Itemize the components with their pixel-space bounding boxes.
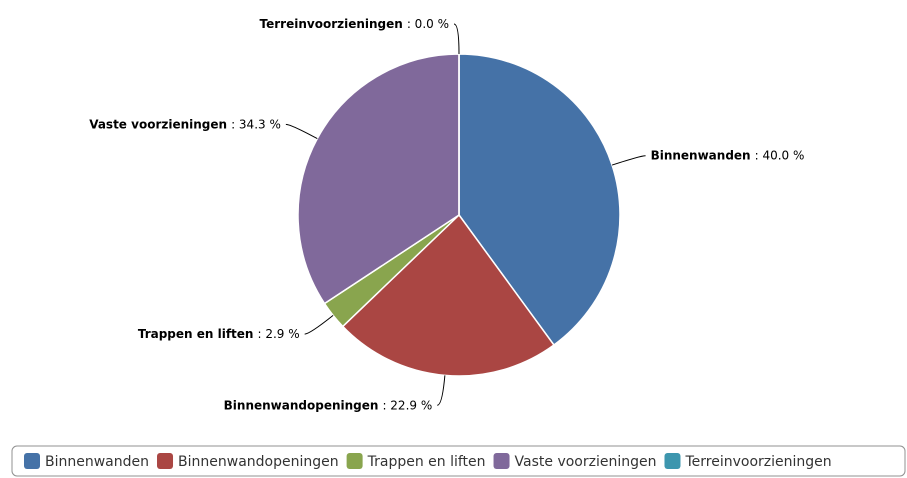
legend-swatch (24, 453, 40, 469)
pie-slice (297, 53, 460, 305)
legend-swatch (346, 453, 363, 469)
label-name: Terreinvoorzieningen (260, 17, 403, 31)
data-label: Binnenwanden : 40.0 % (651, 148, 805, 162)
legend-swatch (664, 453, 681, 469)
legend-label: Terreinvoorzieningen (684, 454, 831, 470)
label-value: : 22.9 % (382, 398, 432, 412)
connector (453, 23, 460, 55)
label-name: Binnenwandopeningen (224, 398, 379, 412)
data-label: Terreinvoorzieningen : 0.0 % (260, 17, 449, 31)
legend-swatch (157, 453, 174, 469)
connector (285, 123, 318, 140)
legend-label: Binnenwanden (45, 454, 149, 470)
data-label: Binnenwandopeningen: 22.9 % (224, 398, 433, 412)
legend-label: Binnenwandopeningen (178, 454, 339, 470)
legend-box (11, 445, 906, 477)
label-name: Vaste voorzieningen (89, 117, 227, 131)
legend-swatch (493, 453, 510, 469)
label-value: : 34.3 % (231, 117, 281, 131)
connector (437, 375, 446, 406)
pie-slice (341, 213, 556, 377)
label-name: Trappen en liften (138, 327, 254, 341)
legend-label: Trappen en liften (367, 454, 486, 470)
pie-slice (458, 53, 621, 347)
connector (611, 155, 646, 166)
label-name: Binnenwanden (651, 148, 751, 162)
data-label: Trappen en liften: 2.9 % (138, 327, 300, 341)
label-value: : 0.0 % (407, 17, 449, 31)
label-value: : 40.0 % (755, 148, 805, 162)
label-value: : 2.9 % (257, 327, 299, 341)
legend-label: Vaste voorzieningen (515, 454, 657, 470)
data-label: Vaste voorzieningen : 34.3 % (89, 117, 281, 131)
connector (304, 314, 334, 335)
